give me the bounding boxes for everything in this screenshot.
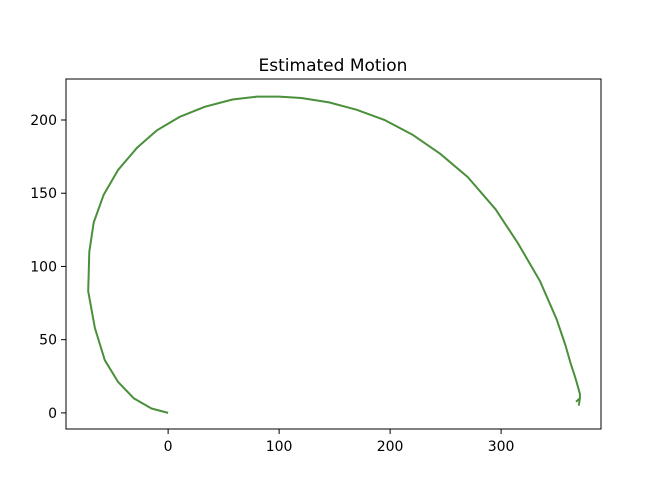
y-axis: 0 50 100 150 200 xyxy=(30,113,66,422)
x-tick-label: 0 xyxy=(164,439,173,455)
y-tick-label: 200 xyxy=(30,113,57,129)
motion-path-line xyxy=(87,95,581,414)
x-tick-label: 300 xyxy=(488,439,515,455)
y-tick-label: 100 xyxy=(30,259,57,275)
y-tick-label: 0 xyxy=(48,406,57,422)
x-tick-label: 200 xyxy=(377,439,404,455)
y-tick-label: 150 xyxy=(30,186,57,202)
y-tick-label: 50 xyxy=(39,333,57,349)
x-tick-label: 100 xyxy=(266,439,293,455)
chart-title: Estimated Motion xyxy=(259,56,408,76)
plot-area xyxy=(65,78,602,430)
x-axis: 0 100 200 300 xyxy=(164,429,515,455)
